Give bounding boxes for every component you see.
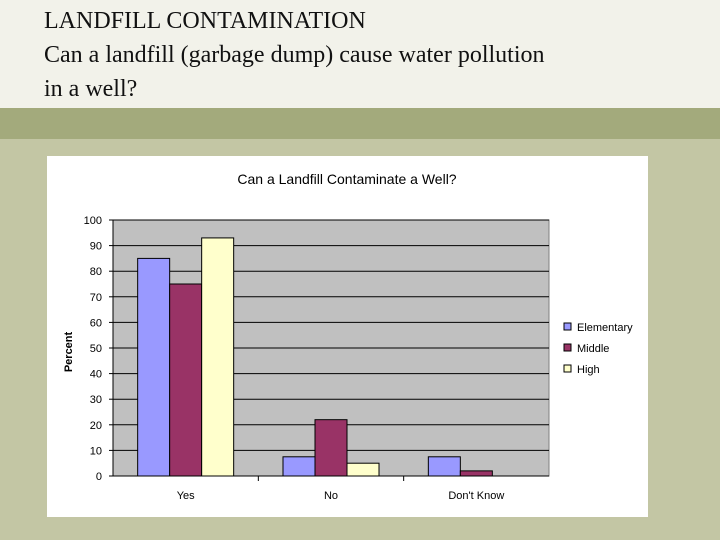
decorative-band <box>0 108 720 139</box>
legend-label: Elementary <box>577 322 633 334</box>
title-area: LANDFILL CONTAMINATION Can a landfill (g… <box>0 0 720 108</box>
legend-swatch <box>563 343 572 352</box>
y-tick-label: 60 <box>90 317 102 329</box>
slide-title-line-1: LANDFILL CONTAMINATION <box>44 8 366 34</box>
chart-card: Can a Landfill Contaminate a Well? 0 10 20… <box>47 156 648 517</box>
bar <box>137 257 171 477</box>
y-tick-label: 10 <box>90 445 102 457</box>
bar <box>314 419 348 477</box>
y-tick-label: 90 <box>90 241 102 253</box>
x-tick-label: No <box>324 490 338 502</box>
bar <box>201 237 235 477</box>
y-tick-label: 100 <box>84 215 102 227</box>
bar <box>169 283 203 477</box>
bar-chart: Can a Landfill Contaminate a Well? 0 10 20… <box>63 171 633 502</box>
slide-title-line-2: Can a landfill (garbage dump) cause wate… <box>44 42 545 68</box>
y-tick-label: 30 <box>90 394 102 406</box>
x-tick-label: Don't Know <box>448 490 504 502</box>
y-axis-label: Percent <box>63 331 75 372</box>
y-tick-label: 20 <box>90 420 102 432</box>
chart-title: Can a Landfill Contaminate a Well? <box>237 171 456 187</box>
bar <box>282 456 316 477</box>
legend-swatch <box>563 322 572 331</box>
bar <box>459 470 493 477</box>
y-tick-label: 40 <box>90 369 102 381</box>
y-tick-label: 80 <box>90 266 102 278</box>
slide-title-line-3: in a well? <box>44 76 138 102</box>
legend-swatch <box>563 364 572 373</box>
legend-label: High <box>577 364 600 376</box>
y-tick-label: 70 <box>90 292 102 304</box>
x-tick-label: Yes <box>177 490 195 502</box>
legend-label: Middle <box>577 343 609 355</box>
bar <box>427 456 461 477</box>
y-tick-label: 50 <box>90 343 102 355</box>
bar <box>346 462 380 477</box>
y-tick-label: 0 <box>96 471 102 483</box>
